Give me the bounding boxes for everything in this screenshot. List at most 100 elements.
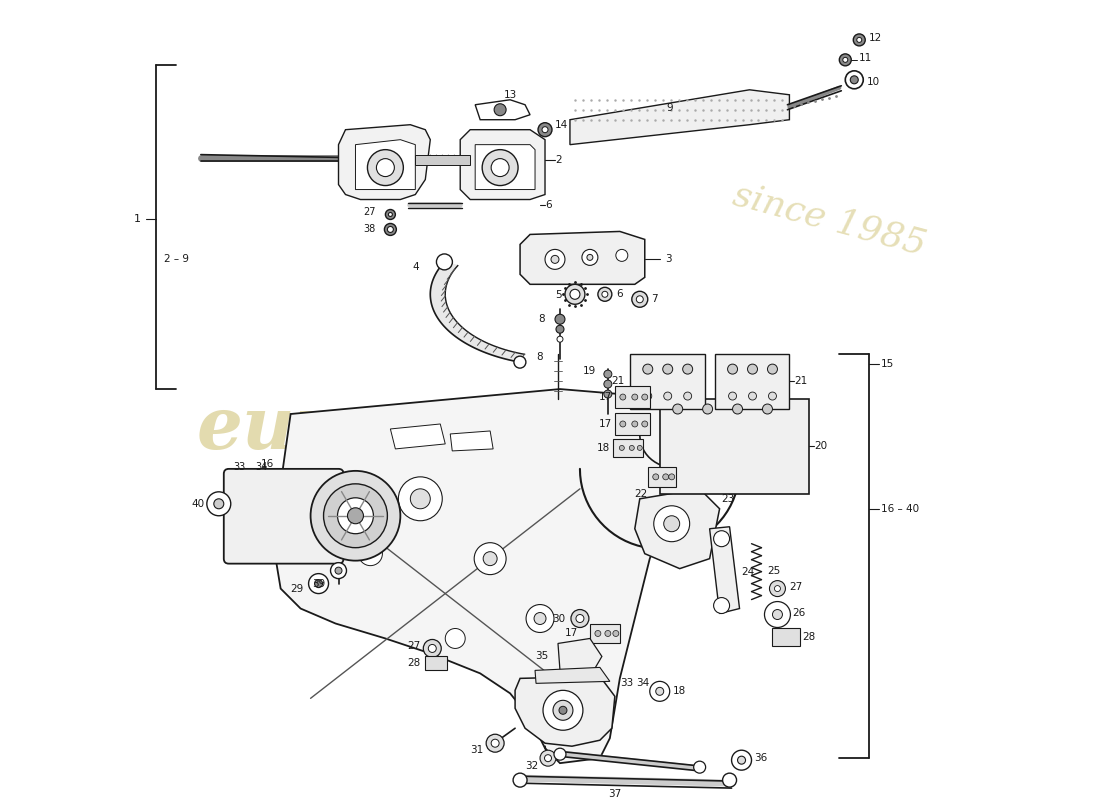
Text: 27: 27 bbox=[407, 642, 420, 651]
Polygon shape bbox=[339, 125, 430, 199]
Bar bbox=[648, 467, 675, 487]
Circle shape bbox=[446, 629, 465, 649]
FancyBboxPatch shape bbox=[223, 469, 343, 564]
Bar bbox=[630, 354, 705, 409]
Text: 36: 36 bbox=[755, 753, 768, 763]
Polygon shape bbox=[430, 262, 525, 362]
Circle shape bbox=[483, 552, 497, 566]
Circle shape bbox=[482, 150, 518, 186]
Text: 15: 15 bbox=[881, 359, 894, 369]
Circle shape bbox=[683, 364, 693, 374]
Circle shape bbox=[662, 474, 669, 480]
Circle shape bbox=[571, 610, 588, 627]
Circle shape bbox=[637, 446, 642, 450]
Circle shape bbox=[694, 761, 705, 773]
Circle shape bbox=[556, 314, 565, 324]
Circle shape bbox=[513, 773, 527, 787]
Polygon shape bbox=[558, 638, 602, 670]
Circle shape bbox=[538, 122, 552, 137]
Circle shape bbox=[367, 150, 404, 186]
Text: 17: 17 bbox=[598, 392, 612, 402]
Circle shape bbox=[857, 38, 861, 42]
Circle shape bbox=[839, 54, 851, 66]
Circle shape bbox=[653, 506, 690, 542]
Polygon shape bbox=[450, 431, 493, 451]
Text: 6: 6 bbox=[616, 290, 623, 299]
Text: 17: 17 bbox=[564, 629, 578, 638]
Circle shape bbox=[768, 364, 778, 374]
Circle shape bbox=[602, 291, 608, 298]
Text: 30: 30 bbox=[552, 614, 565, 623]
Circle shape bbox=[669, 474, 674, 480]
Text: 26: 26 bbox=[792, 607, 805, 618]
Bar bbox=[772, 629, 801, 646]
Circle shape bbox=[323, 484, 387, 548]
Circle shape bbox=[619, 446, 625, 450]
Circle shape bbox=[526, 605, 554, 633]
Polygon shape bbox=[635, 489, 719, 569]
Circle shape bbox=[359, 542, 383, 566]
Circle shape bbox=[330, 562, 346, 578]
Circle shape bbox=[387, 226, 394, 233]
Circle shape bbox=[604, 390, 612, 398]
Circle shape bbox=[582, 250, 598, 266]
Text: 33: 33 bbox=[619, 678, 634, 688]
Circle shape bbox=[587, 254, 593, 260]
Circle shape bbox=[494, 104, 506, 116]
Text: 21: 21 bbox=[612, 376, 625, 386]
Circle shape bbox=[663, 516, 680, 532]
Circle shape bbox=[348, 508, 363, 524]
Polygon shape bbox=[520, 231, 645, 284]
Circle shape bbox=[631, 394, 638, 400]
Circle shape bbox=[764, 602, 791, 627]
Circle shape bbox=[424, 639, 441, 658]
Circle shape bbox=[385, 210, 395, 219]
Circle shape bbox=[703, 404, 713, 414]
Circle shape bbox=[644, 392, 652, 400]
Text: 8: 8 bbox=[537, 352, 543, 362]
Text: 3: 3 bbox=[664, 254, 671, 264]
Text: 12: 12 bbox=[869, 33, 882, 43]
Polygon shape bbox=[475, 100, 530, 120]
Circle shape bbox=[656, 687, 663, 695]
Circle shape bbox=[310, 471, 400, 561]
Circle shape bbox=[514, 356, 526, 368]
Circle shape bbox=[728, 392, 737, 400]
Polygon shape bbox=[276, 389, 695, 763]
Circle shape bbox=[663, 392, 672, 400]
Text: 24: 24 bbox=[741, 566, 755, 577]
Circle shape bbox=[376, 158, 395, 177]
Circle shape bbox=[309, 574, 329, 594]
Circle shape bbox=[398, 477, 442, 521]
Circle shape bbox=[551, 255, 559, 263]
Circle shape bbox=[474, 542, 506, 574]
Circle shape bbox=[559, 706, 566, 714]
Circle shape bbox=[748, 392, 757, 400]
Circle shape bbox=[384, 223, 396, 235]
Bar bbox=[426, 657, 448, 670]
Circle shape bbox=[315, 580, 322, 587]
Text: 8: 8 bbox=[538, 314, 544, 324]
Circle shape bbox=[576, 614, 584, 622]
Circle shape bbox=[727, 364, 737, 374]
Circle shape bbox=[437, 254, 452, 270]
Polygon shape bbox=[570, 90, 790, 145]
Text: 23: 23 bbox=[722, 494, 735, 504]
Text: 10: 10 bbox=[867, 77, 880, 87]
Text: 28: 28 bbox=[802, 633, 815, 642]
Circle shape bbox=[641, 394, 648, 400]
Circle shape bbox=[642, 364, 652, 374]
Text: 16: 16 bbox=[261, 459, 274, 469]
Text: 37: 37 bbox=[608, 789, 622, 799]
Text: 27: 27 bbox=[363, 207, 375, 218]
Circle shape bbox=[428, 645, 437, 653]
Text: 16 – 40: 16 – 40 bbox=[881, 504, 920, 514]
Circle shape bbox=[714, 530, 729, 546]
Circle shape bbox=[388, 213, 393, 217]
Circle shape bbox=[662, 364, 673, 374]
Circle shape bbox=[733, 404, 742, 414]
Text: 27: 27 bbox=[790, 582, 803, 591]
Text: 28: 28 bbox=[407, 658, 420, 669]
Polygon shape bbox=[515, 676, 615, 746]
Text: 14: 14 bbox=[556, 120, 569, 130]
